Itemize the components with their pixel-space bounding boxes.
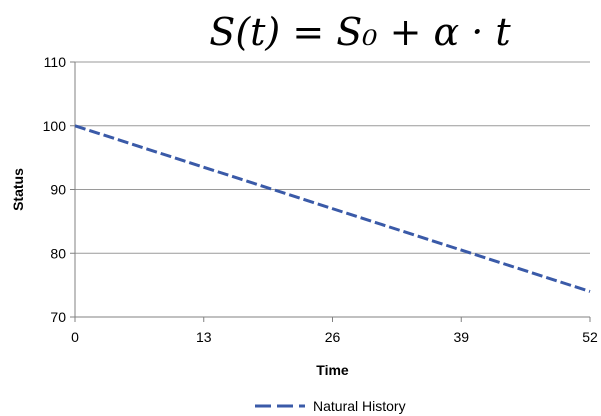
y-tick-label-70: 70 bbox=[50, 309, 66, 325]
y-tick-label-90: 90 bbox=[50, 182, 66, 198]
x-tick-label-0: 0 bbox=[71, 329, 79, 345]
x-tick-label-13: 13 bbox=[196, 329, 212, 345]
y-axis-title: Status bbox=[10, 168, 26, 211]
x-tick-label-26: 26 bbox=[325, 329, 341, 345]
y-tick-label-100: 100 bbox=[43, 118, 67, 134]
y-tick-label-110: 110 bbox=[44, 54, 67, 70]
series-layer bbox=[74, 124, 591, 293]
legend-label-natural-history: Natural History bbox=[313, 398, 406, 414]
gridlines bbox=[75, 61, 590, 254]
x-axis-title: Time bbox=[316, 362, 349, 378]
tick-labels: 70 80 90 100 110 0 13 26 39 52 bbox=[43, 54, 598, 345]
series-line-natural-history bbox=[74, 124, 591, 293]
x-tick-label-52: 52 bbox=[582, 329, 598, 345]
x-tick-label-39: 39 bbox=[453, 329, 469, 345]
y-tick-label-80: 80 bbox=[50, 245, 66, 261]
chart-title: S(t) = S₀ + α · t bbox=[209, 10, 511, 54]
axes bbox=[70, 61, 591, 322]
legend: Natural History bbox=[255, 398, 406, 414]
